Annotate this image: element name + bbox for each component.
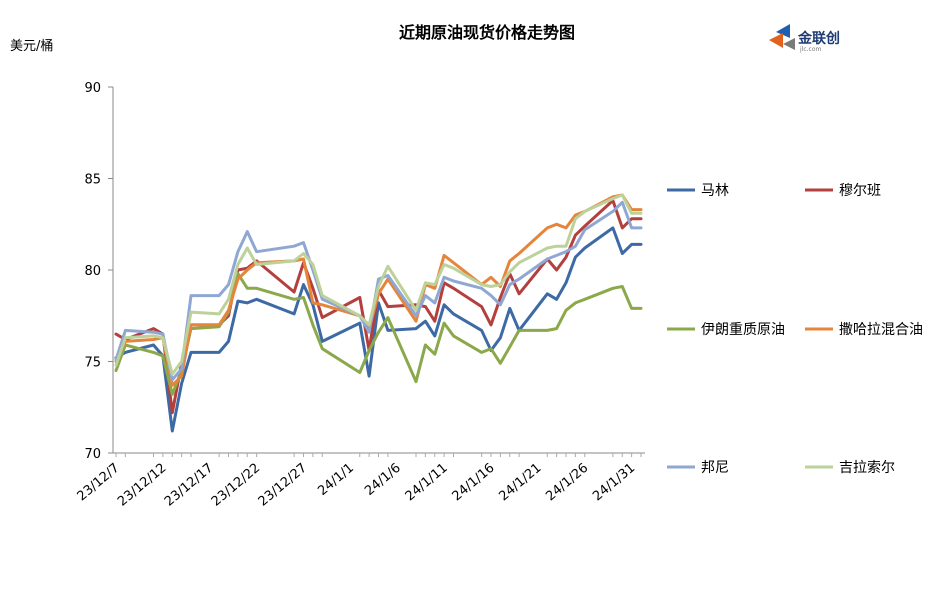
x-tick-label: 24/1/26: [543, 461, 591, 505]
x-tick-label: 23/12/17: [162, 461, 216, 510]
series-line-3: [114, 272, 643, 396]
legend-label-3: 伊朗重质原油: [701, 322, 785, 338]
x-tick-label: 23/12/22: [209, 461, 263, 510]
x-tick-label: 24/1/31: [590, 461, 638, 505]
x-tick-label: 24/1/21: [496, 461, 544, 505]
y-unit-label: 美元/桶: [10, 39, 53, 54]
logo: 金联创 jlc.com: [769, 24, 840, 53]
legend-label-1: 马林: [701, 183, 729, 199]
logo-text: 金联创: [797, 30, 840, 47]
x-tick-label: 23/12/12: [115, 461, 169, 510]
series-line-5: [114, 200, 643, 382]
x-tick-label: 24/1/1: [315, 461, 357, 499]
x-tick-label: 23/12/27: [256, 461, 310, 510]
x-tick-label: 24/1/11: [403, 461, 451, 505]
x-tick-label: 24/1/6: [362, 461, 404, 499]
legend-label-5: 邦尼: [701, 460, 729, 476]
series-line-4: [114, 193, 643, 387]
y-tick-label: 85: [84, 173, 101, 188]
x-tick-label: 24/1/16: [450, 461, 498, 505]
logo-mark-icon: [769, 24, 795, 50]
series-group: [114, 193, 643, 433]
y-tick-label: 90: [84, 81, 101, 96]
y-tick-label: 75: [84, 356, 101, 371]
series-line-6: [114, 193, 643, 376]
logo-subtext: jlc.com: [799, 46, 822, 53]
legend-label-2: 穆尔班: [839, 183, 881, 199]
chart-title: 近期原油现货价格走势图: [399, 23, 575, 42]
y-tick-label: 70: [84, 447, 101, 462]
series-line-1: [114, 226, 643, 433]
legend-label-4: 撒哈拉混合油: [839, 322, 923, 338]
y-tick-label: 80: [84, 264, 101, 279]
legend-label-6: 吉拉索尔: [839, 459, 895, 476]
